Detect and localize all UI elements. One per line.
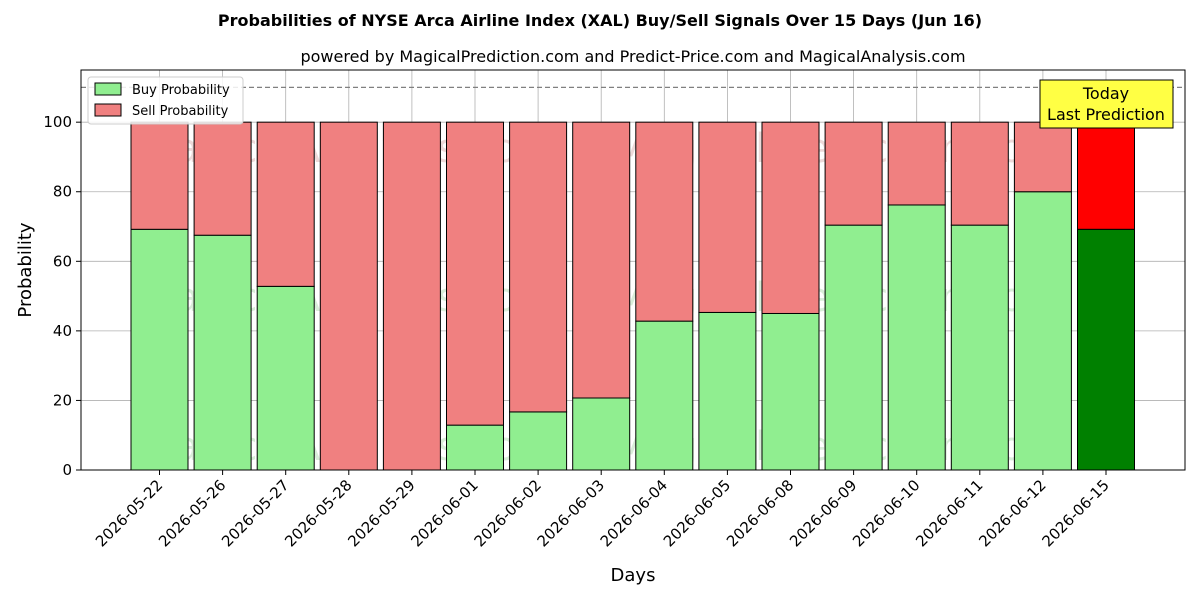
annotation-box (1039, 79, 1174, 129)
x-tick-label: 2026-06-01 (407, 476, 481, 550)
x-tick-label: 2026-05-29 (344, 476, 418, 550)
today-annotation: Today Last Prediction (1039, 79, 1174, 129)
y-axis-label: Probability (15, 222, 36, 317)
bars (130, 121, 1135, 471)
bar-buy-2026-05-22 (130, 228, 189, 471)
bar-buy-2026-05-27 (256, 285, 315, 471)
x-tick-label: 2026-06-09 (786, 476, 860, 550)
x-tick-label: 2026-06-10 (849, 476, 923, 550)
bar-sell-2026-06-03 (572, 121, 631, 399)
bar-buy-2026-06-01 (446, 424, 504, 471)
y-tick-label: 100 (43, 113, 72, 131)
annotation-line-2: Last Prediction (1047, 105, 1165, 124)
bar-sell-2026-06-08 (761, 121, 820, 314)
x-tick-label: 2026-06-08 (723, 476, 797, 550)
chart-title: Probabilities of NYSE Arca Airline Index… (218, 11, 982, 30)
bar-sell-2026-06-15 (1077, 121, 1135, 230)
bar-sell-2026-05-28 (319, 121, 378, 471)
y-tick-label: 20 (53, 391, 72, 409)
x-axis-label: Days (611, 565, 656, 586)
legend-swatch-buy (94, 82, 122, 96)
bar-buy-2026-06-03 (572, 397, 631, 471)
x-tick-label: 2026-05-27 (218, 476, 292, 550)
y-axis: 0 20 40 60 80 100 (43, 113, 81, 479)
x-tick-label: 2026-06-03 (534, 476, 608, 550)
bar-sell-2026-06-11 (950, 121, 1009, 226)
bar-buy-2026-06-04 (635, 320, 694, 471)
y-tick-label: 0 (62, 461, 72, 479)
annotation-line-1: Today (1082, 84, 1129, 103)
x-tick-label: 2026-05-28 (281, 476, 355, 550)
plot-frame (80, 69, 1186, 471)
legend-swatch-sell (94, 103, 122, 117)
bar-buy-2026-06-15 (1077, 228, 1135, 471)
x-tick-label: 2026-06-12 (975, 476, 1049, 550)
x-tick-label: 2026-06-15 (1038, 476, 1112, 550)
bar-sell-2026-06-09 (824, 121, 883, 226)
chart-subtitle: powered by MagicalPrediction.com and Pre… (300, 47, 965, 66)
bar-sell-2026-06-02 (509, 121, 568, 413)
bar-buy-2026-06-05 (698, 311, 757, 471)
legend-box (87, 76, 244, 125)
bar-buy-2026-06-12 (1013, 191, 1072, 471)
legend: Buy Probability Sell Probability (87, 76, 244, 125)
x-tick-label: 2026-06-02 (471, 476, 545, 550)
bar-buy-2026-05-26 (193, 234, 252, 471)
y-tick-label: 80 (53, 183, 72, 201)
bar-sell-2026-05-27 (256, 121, 315, 287)
x-tick-label: 2026-06-11 (912, 476, 986, 550)
bar-sell-2026-05-22 (130, 121, 189, 230)
bar-buy-2026-06-10 (887, 204, 946, 471)
x-tick-label: 2026-06-05 (660, 476, 734, 550)
y-tick-label: 40 (53, 322, 72, 340)
bar-buy-2026-06-11 (950, 224, 1009, 471)
bar-sell-2026-06-12 (1013, 121, 1072, 193)
bar-sell-2026-06-05 (698, 121, 757, 313)
x-tick-label: 2026-06-04 (597, 476, 671, 550)
y-tick-label: 60 (53, 252, 72, 270)
bar-sell-2026-06-01 (446, 121, 504, 426)
bar-sell-2026-05-29 (382, 121, 441, 471)
bar-sell-2026-06-04 (635, 121, 694, 322)
legend-label-sell: Sell Probability (132, 104, 229, 119)
x-tick-label: 2026-05-22 (92, 476, 166, 550)
bar-buy-2026-06-02 (509, 411, 568, 471)
bar-sell-2026-05-26 (193, 121, 252, 236)
bar-buy-2026-06-08 (761, 312, 820, 471)
bar-buy-2026-06-09 (824, 224, 883, 471)
legend-label-buy: Buy Probability (132, 83, 230, 98)
x-tick-label: 2026-05-26 (155, 476, 229, 550)
bar-sell-2026-06-10 (887, 121, 946, 206)
x-axis: 2026-05-222026-05-262026-05-272026-05-28… (92, 470, 1113, 550)
